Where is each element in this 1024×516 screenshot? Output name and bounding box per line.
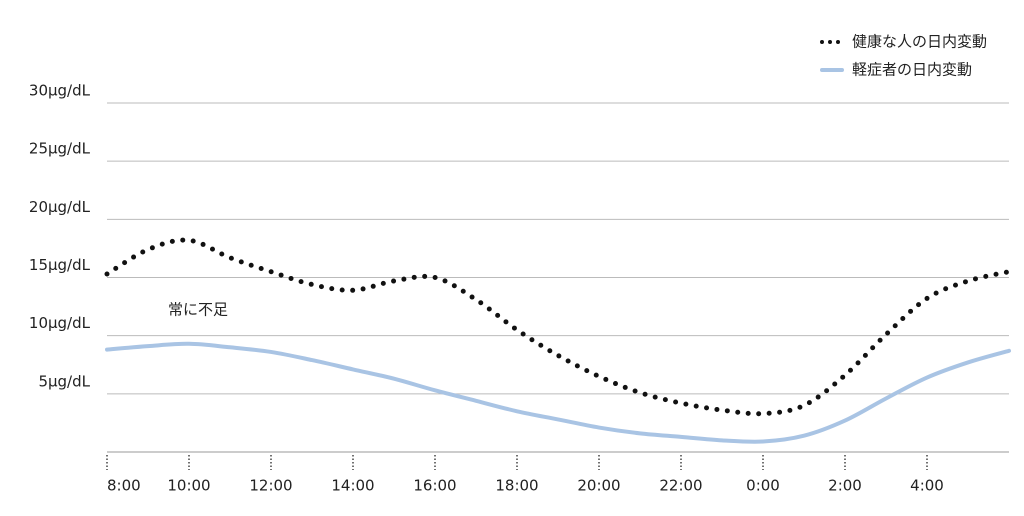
- x-tick-label: 4:00: [910, 477, 944, 495]
- y-tick-label: 30μg/dL: [29, 82, 91, 100]
- x-tick-label: 16:00: [413, 477, 456, 495]
- x-tick-label: 8:00: [107, 477, 141, 495]
- x-tick-label: 20:00: [577, 477, 620, 495]
- legend-label: 健康な人の日内変動: [852, 33, 987, 51]
- x-tick-label: 14:00: [331, 477, 374, 495]
- annotation: 常に不足: [168, 301, 228, 319]
- x-tick-label: 2:00: [828, 477, 862, 495]
- y-tick-label: 25μg/dL: [29, 140, 91, 158]
- line-series: [105, 341, 1011, 444]
- x-tick-label: 22:00: [659, 477, 702, 495]
- x-tick-label: 10:00: [167, 477, 210, 495]
- line-series: [104, 237, 1012, 417]
- legend-label: 軽症者の日内変動: [852, 61, 972, 79]
- x-tick-label: 12:00: [249, 477, 292, 495]
- y-tick-label: 5μg/dL: [38, 372, 90, 390]
- x-tick-label: 0:00: [746, 477, 780, 495]
- y-tick-label: 10μg/dL: [29, 314, 91, 332]
- x-tick-label: 18:00: [495, 477, 538, 495]
- y-tick-label: 20μg/dL: [29, 198, 91, 216]
- y-tick-label: 15μg/dL: [29, 256, 91, 274]
